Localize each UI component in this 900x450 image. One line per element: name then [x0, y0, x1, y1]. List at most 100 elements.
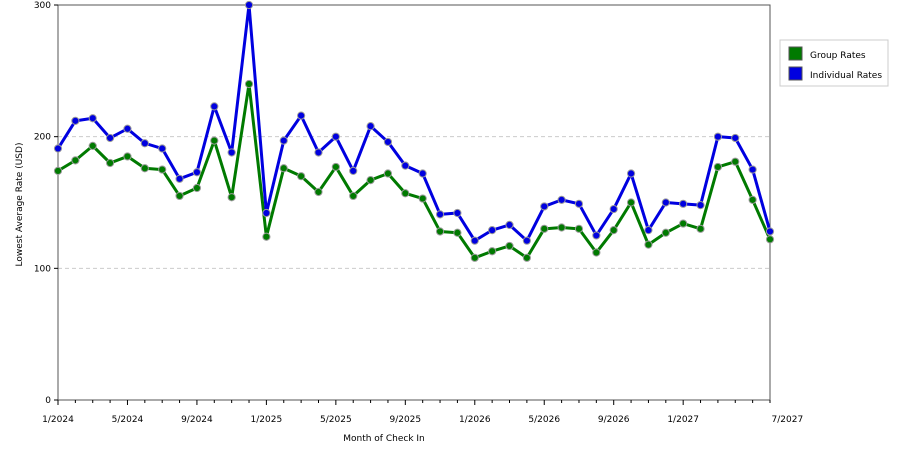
- data-point-group-rates: [488, 247, 497, 256]
- data-point-individual-rates: [262, 208, 271, 218]
- data-point-group-rates: [123, 152, 132, 161]
- data-point-group-rates: [748, 195, 757, 204]
- data-point-individual-rates: [383, 137, 393, 147]
- data-point-group-rates: [626, 198, 636, 207]
- data-point-individual-rates: [488, 226, 497, 235]
- axes: 0 100 200 300 1/2024 5/2024 9/2024 1/2025 5/2025…: [34, 1, 803, 425]
- y-tick-label: 0: [45, 396, 51, 406]
- x-tick-label: 5/2026: [528, 415, 560, 425]
- data-point-group-rates: [609, 226, 618, 235]
- data-point-group-rates: [227, 193, 236, 202]
- x-tick-label: 1/2025: [251, 415, 283, 425]
- legend-label-group-rates: Group Rates: [810, 51, 866, 61]
- y-axis-title: Lowest Average Rate (USD): [15, 143, 25, 267]
- data-point-group-rates: [679, 219, 688, 228]
- data-point-group-rates: [105, 158, 115, 168]
- data-point-individual-rates: [765, 227, 775, 236]
- data-point-individual-rates: [540, 202, 549, 211]
- x-tick-label: 9/2024: [181, 415, 213, 425]
- data-point-individual-rates: [314, 148, 323, 157]
- data-point-group-rates: [53, 166, 63, 175]
- data-point-group-rates: [644, 240, 653, 249]
- legend-swatch-individual-rates: [788, 66, 803, 81]
- data-point-group-rates: [470, 253, 479, 262]
- legend-label-individual-rates: Individual Rates: [810, 71, 882, 81]
- data-point-group-rates: [765, 235, 775, 244]
- data-point-individual-rates: [470, 236, 479, 245]
- data-point-individual-rates: [696, 201, 705, 210]
- data-point-individual-rates: [279, 136, 288, 145]
- data-point-individual-rates: [522, 236, 531, 245]
- data-point-individual-rates: [192, 168, 202, 177]
- series-line-individual-rates: [56, 3, 772, 243]
- legend: Group Rates Individual Rates: [779, 39, 889, 87]
- data-point-group-rates: [505, 241, 514, 251]
- data-point-individual-rates: [609, 204, 618, 214]
- data-point-individual-rates: [297, 111, 306, 120]
- data-point-group-rates: [279, 164, 288, 173]
- data-point-group-rates: [71, 156, 80, 165]
- data-point-individual-rates: [123, 124, 132, 133]
- data-point-individual-rates: [331, 132, 340, 141]
- data-point-individual-rates: [435, 210, 445, 219]
- data-point-individual-rates: [505, 220, 514, 229]
- data-point-group-rates: [435, 227, 445, 236]
- data-point-group-rates: [661, 228, 670, 237]
- data-point-individual-rates: [401, 161, 410, 170]
- data-point-individual-rates: [453, 208, 462, 218]
- x-tick-label: 9/2026: [598, 415, 630, 425]
- x-axis-title: Month of Check In: [343, 434, 425, 444]
- data-point-individual-rates: [88, 114, 97, 123]
- data-point-group-rates: [366, 176, 375, 185]
- data-point-individual-rates: [244, 0, 254, 10]
- data-point-group-rates: [696, 224, 705, 233]
- data-point-individual-rates: [748, 165, 757, 174]
- data-point-group-rates: [88, 141, 97, 150]
- data-point-individual-rates: [227, 148, 236, 157]
- data-point-individual-rates: [175, 174, 184, 183]
- x-tick-label: 5/2024: [112, 415, 144, 425]
- data-point-group-rates: [314, 187, 323, 197]
- data-point-individual-rates: [210, 102, 219, 111]
- data-point-individual-rates: [53, 144, 63, 153]
- data-point-individual-rates: [574, 199, 584, 208]
- data-point-group-rates: [592, 248, 601, 257]
- data-point-group-rates: [383, 169, 393, 178]
- data-point-group-rates: [175, 191, 184, 201]
- series-layer: [53, 0, 775, 262]
- data-point-group-rates: [140, 164, 149, 173]
- y-tick-label: 300: [34, 1, 51, 11]
- y-tick-label: 200: [34, 133, 51, 143]
- data-point-individual-rates: [713, 132, 723, 141]
- data-point-individual-rates: [140, 139, 149, 148]
- data-point-group-rates: [349, 191, 358, 201]
- data-point-group-rates: [401, 189, 410, 198]
- data-point-group-rates: [453, 228, 462, 237]
- data-point-individual-rates: [626, 169, 636, 178]
- x-tick-label: 1/2026: [459, 415, 491, 425]
- data-point-individual-rates: [644, 226, 653, 235]
- data-point-group-rates: [192, 183, 202, 193]
- x-tick-label: 5/2025: [320, 415, 352, 425]
- data-point-group-rates: [731, 157, 740, 166]
- data-point-group-rates: [713, 162, 723, 172]
- data-point-group-rates: [522, 253, 531, 262]
- data-point-group-rates: [418, 194, 427, 203]
- legend-swatch-group-rates: [788, 46, 803, 61]
- data-point-group-rates: [158, 165, 167, 174]
- data-point-group-rates: [210, 136, 219, 145]
- data-point-individual-rates: [592, 231, 601, 240]
- data-point-individual-rates: [418, 169, 427, 178]
- data-point-individual-rates: [679, 199, 688, 208]
- data-point-individual-rates: [366, 122, 375, 131]
- data-point-group-rates: [557, 223, 566, 232]
- x-tick-label: 9/2025: [389, 415, 421, 425]
- data-point-individual-rates: [71, 116, 80, 125]
- x-tick-label: 1/2027: [667, 415, 699, 425]
- data-point-individual-rates: [731, 133, 740, 143]
- data-point-group-rates: [297, 172, 306, 181]
- data-point-group-rates: [540, 224, 549, 233]
- data-point-individual-rates: [557, 195, 566, 204]
